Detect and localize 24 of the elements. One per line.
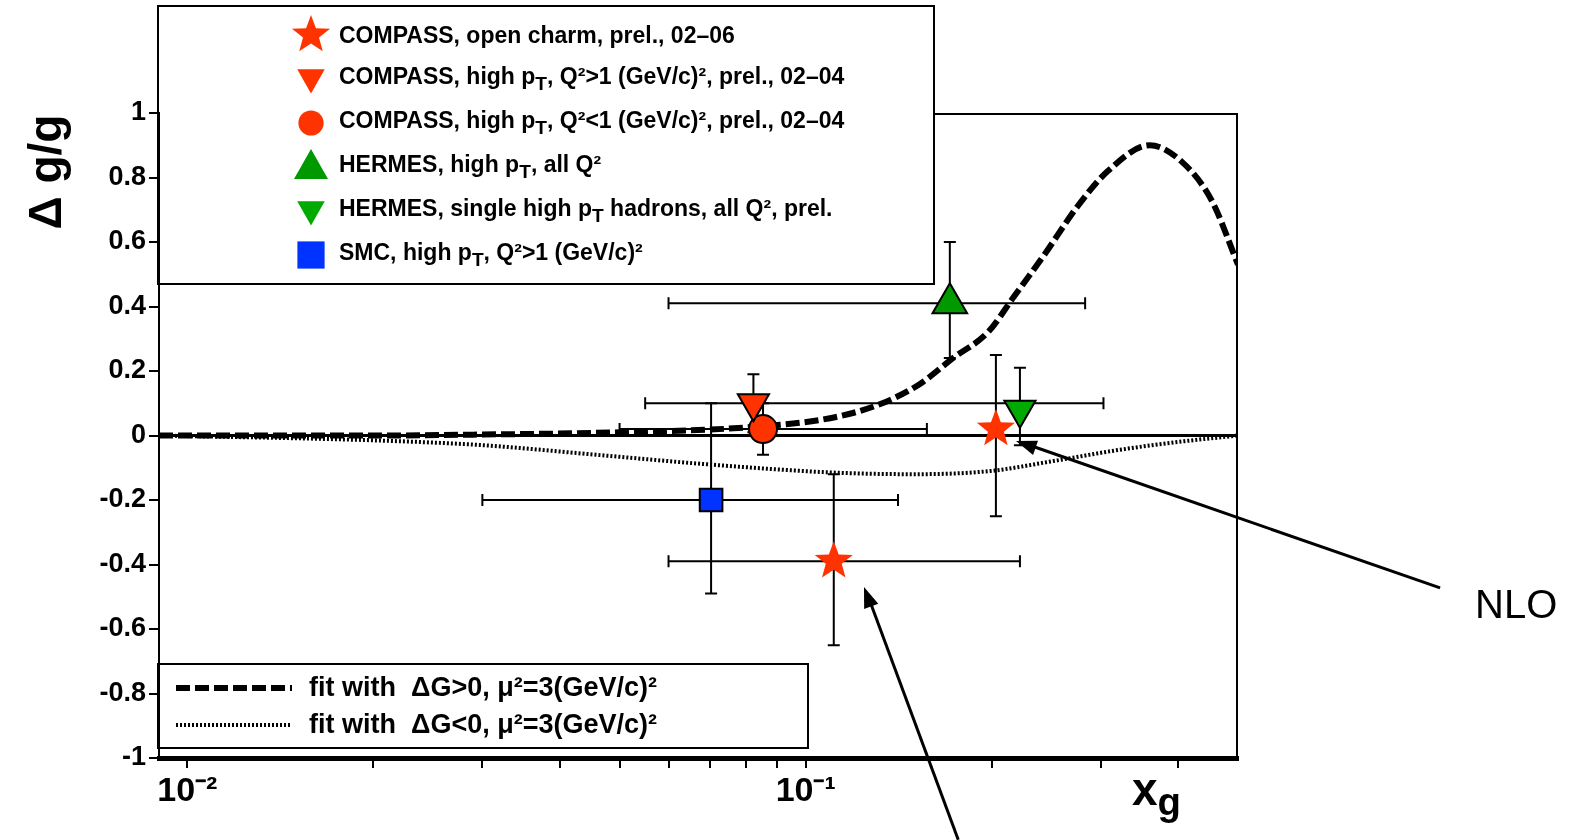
y-tick-label: 0.2 xyxy=(108,354,146,385)
x-axis-title: x$_{g}$ xyxy=(1132,762,1182,825)
x-tick-label: 10⁻¹ xyxy=(775,769,836,808)
y-axis-title: Δ g/g xyxy=(18,114,72,230)
y-tick-label: -0.6 xyxy=(99,612,146,643)
y-tick-label: -0.4 xyxy=(99,547,146,578)
y-tick-label: 0 xyxy=(130,418,146,449)
y-tick-label: -1 xyxy=(121,741,146,772)
y-tick-label: 0.6 xyxy=(108,225,146,256)
legend-label: COMPASS, open charm, prel., 02–06 xyxy=(339,21,735,49)
legend-label: COMPASS, high p$_{T}$, Q²<1 (GeV/c)², prel., 02–04 xyxy=(339,107,845,139)
legend-label: SMC, high p$_{T}$, Q²>1 (GeV/c)² xyxy=(339,239,643,271)
y-tick-label: 0.4 xyxy=(108,289,146,320)
y-tick-label: 0.8 xyxy=(108,160,146,191)
legend-label: HERMES, high p$_{T}$, all Q² xyxy=(339,151,602,183)
y-tick-label: -0.2 xyxy=(99,483,146,514)
y-tick-label: -0.8 xyxy=(99,676,146,707)
y-tick-label: 1 xyxy=(130,96,146,127)
x-tick-label: 10⁻² xyxy=(157,769,218,808)
legend-label: fit with ΔG<0, μ²=3(GeV/c)² xyxy=(309,709,657,740)
text: NLO xyxy=(1475,582,1558,627)
legend-label: fit with ΔG>0, μ²=3(GeV/c)² xyxy=(309,672,657,703)
legend-label: HERMES, single high p$_{T}$ hadrons, all Q², prel. xyxy=(339,195,833,227)
legend-label: COMPASS, high p$_{T}$, Q²>1 (GeV/c)², prel., 02–04 xyxy=(339,63,845,95)
